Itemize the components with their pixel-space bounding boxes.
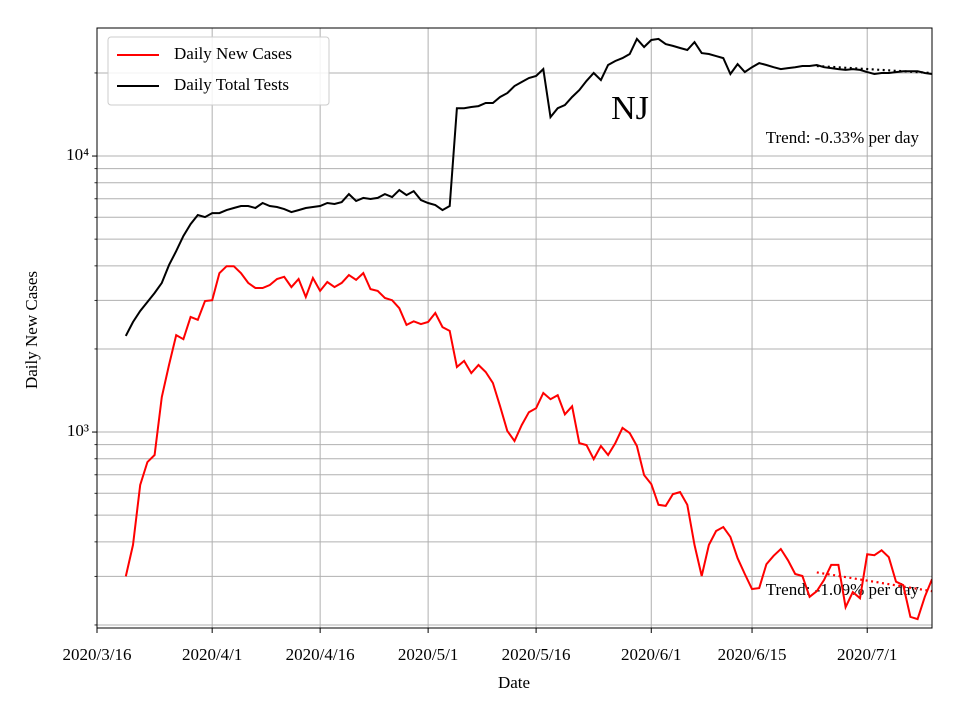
legend-label: Daily New Cases bbox=[174, 44, 292, 63]
x-tick-label: 2020/7/1 bbox=[837, 645, 897, 664]
legend-box bbox=[107, 36, 330, 106]
x-tick-label: 2020/4/1 bbox=[182, 645, 242, 664]
annotation: Trend: -0.33% per day bbox=[766, 128, 920, 147]
plot-frame bbox=[96, 27, 933, 629]
y-tick-label: 10⁴ bbox=[66, 145, 89, 164]
y-tick-label: 10³ bbox=[67, 421, 89, 440]
x-axis-label: Date bbox=[498, 673, 530, 692]
data-line bbox=[124, 37, 932, 337]
x-tick-label: 2020/3/16 bbox=[63, 645, 132, 664]
x-tick-label: 2020/6/1 bbox=[621, 645, 681, 664]
x-tick-label: 2020/6/15 bbox=[718, 645, 787, 664]
chart-title: NJ bbox=[611, 90, 649, 127]
data-line bbox=[124, 265, 932, 621]
x-tick-label: 2020/5/16 bbox=[502, 645, 571, 664]
x-tick-label: 2020/4/16 bbox=[286, 645, 355, 664]
x-tick-label: 2020/5/1 bbox=[398, 645, 458, 664]
legend-label: Daily Total Tests bbox=[174, 75, 289, 94]
y-axis-label: Daily New Cases bbox=[22, 271, 41, 389]
